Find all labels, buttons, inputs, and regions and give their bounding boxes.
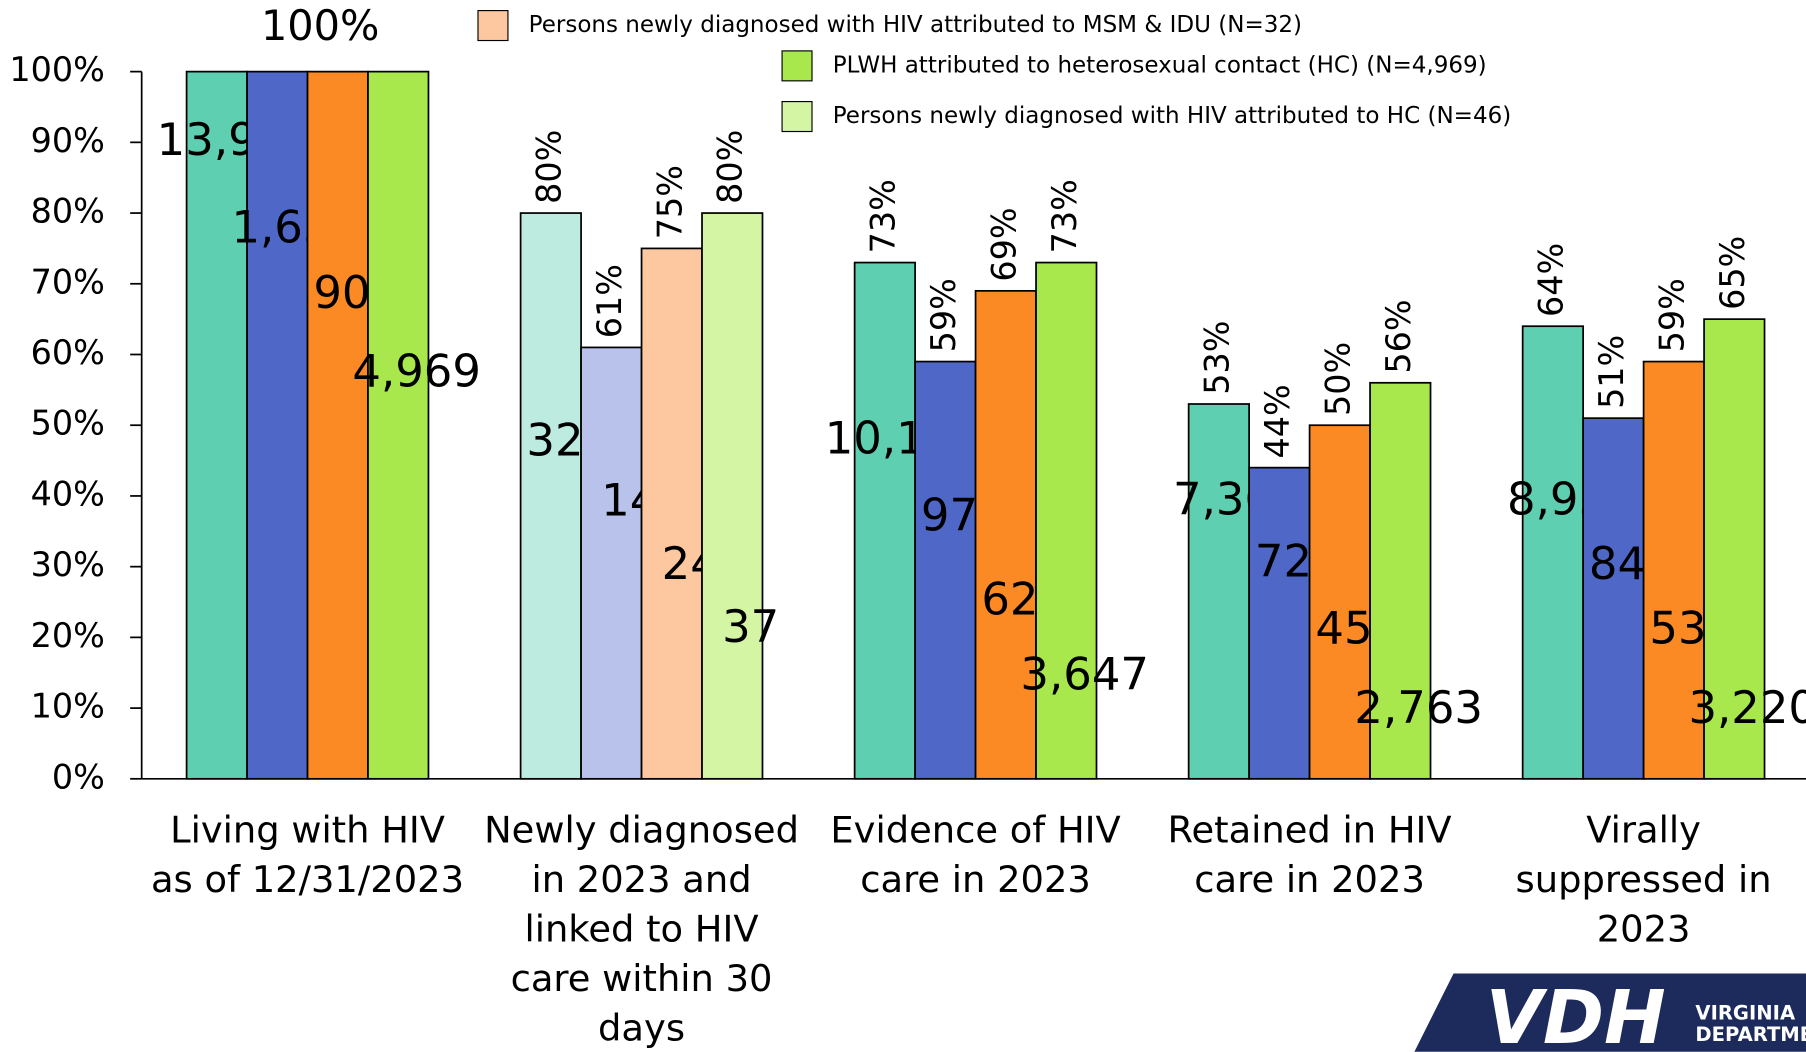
value-label: 73% <box>1045 179 1084 253</box>
bar <box>580 346 643 780</box>
y-tick-label: 50% <box>31 404 105 443</box>
bar <box>1187 403 1250 780</box>
y-tick-label: 10% <box>31 687 105 726</box>
bar <box>519 212 582 780</box>
logo-text: DEPARTME <box>1695 1023 1806 1046</box>
value-label: 61% <box>590 264 629 338</box>
value-label: 56% <box>1379 299 1418 373</box>
bar <box>1308 424 1371 780</box>
logo-text: VIRGINIA <box>1695 1001 1796 1024</box>
value-label: 51% <box>1592 335 1631 409</box>
legend-label: Persons newly diagnosed with HIV attribu… <box>529 12 1302 38</box>
bar <box>1369 381 1432 780</box>
bar <box>1248 466 1311 780</box>
legend-swatch <box>781 50 813 82</box>
bar <box>1521 325 1584 780</box>
bar <box>306 70 369 780</box>
y-tick-label: 100% <box>9 50 104 89</box>
value-label: 73% <box>863 179 902 253</box>
y-tick-label: 60% <box>31 333 105 372</box>
x-tick-label: as of 12/31/2023 <box>151 858 464 901</box>
bar <box>701 212 764 780</box>
value-label: 59% <box>1652 278 1691 352</box>
bar <box>246 70 309 780</box>
y-tick-label: 90% <box>31 121 105 160</box>
bar <box>914 360 977 780</box>
value-label: 44% <box>1258 384 1297 458</box>
logo-background <box>1414 973 1806 1052</box>
bar <box>640 247 703 780</box>
value-label: 53% <box>1197 321 1236 395</box>
x-tick-label: care in 2023 <box>1194 858 1425 901</box>
count-label: 4,969 <box>352 345 481 398</box>
x-tick-label: Retained in HIV <box>1168 808 1452 851</box>
bar <box>974 289 1037 780</box>
bar <box>367 70 430 780</box>
value-label: 64% <box>1531 243 1570 317</box>
bar <box>1642 360 1705 780</box>
x-tick-label: care in 2023 <box>860 858 1091 901</box>
x-tick-label: days <box>598 1006 685 1049</box>
x-tick-label: suppressed in <box>1516 858 1772 901</box>
x-tick-label: 2023 <box>1597 907 1691 950</box>
y-tick-label: 40% <box>31 474 105 513</box>
value-label: 59% <box>924 278 963 352</box>
x-tick-label: care within 30 <box>511 957 773 1000</box>
bar <box>1703 318 1766 780</box>
value-label: 50% <box>1318 342 1357 416</box>
count-label: 3,220 <box>1688 681 1806 734</box>
x-tick-label: Evidence of HIV <box>830 808 1120 851</box>
count-label: 37 <box>722 600 779 653</box>
x-tick-label: in 2023 and <box>531 858 751 901</box>
x-tick-label: linked to HIV <box>524 907 758 950</box>
x-tick-label: Virally <box>1586 808 1701 851</box>
value-label: 75% <box>650 165 689 239</box>
x-tick-label: Newly diagnosed <box>484 808 799 851</box>
x-tick-label: Living with HIV <box>170 808 445 851</box>
y-tick-label: 20% <box>31 616 105 655</box>
y-tick-label: 0% <box>52 757 105 796</box>
value-label: 80% <box>529 130 568 204</box>
legend-label: PLWH attributed to heterosexual contact … <box>833 52 1487 78</box>
y-tick-label: 70% <box>31 262 105 301</box>
bar <box>1035 261 1098 780</box>
annotation: 100% <box>261 2 380 50</box>
legend-swatch <box>477 10 509 42</box>
count-label: 3,647 <box>1020 647 1149 700</box>
value-label: 65% <box>1713 236 1752 310</box>
y-tick-label: 80% <box>31 192 105 231</box>
legend-swatch <box>781 100 813 133</box>
y-tick-label: 30% <box>31 545 105 584</box>
value-label: 80% <box>711 130 750 204</box>
count-label: 2,763 <box>1354 681 1483 734</box>
bar <box>1582 417 1645 780</box>
bar <box>185 70 248 780</box>
bar <box>853 261 916 780</box>
value-label: 69% <box>984 207 1023 281</box>
legend-label: Persons newly diagnosed with HIV attribu… <box>833 103 1511 129</box>
logo-mark: VDH <box>1486 976 1666 1052</box>
